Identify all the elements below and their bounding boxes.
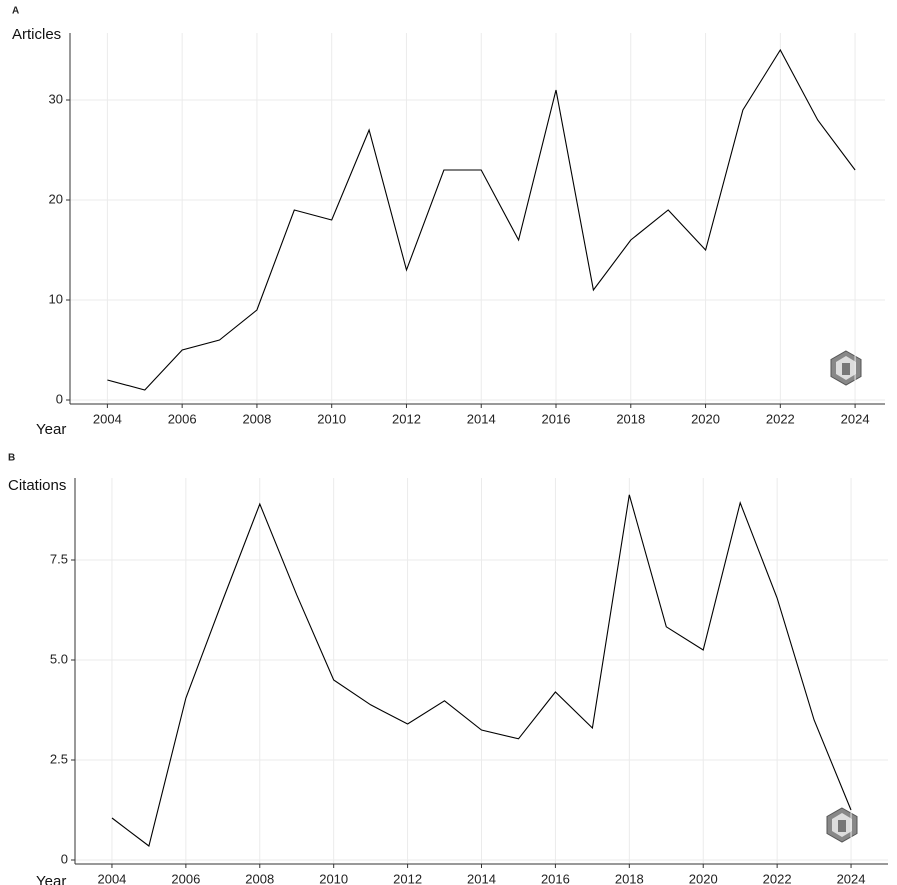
x-tick-label: 2024	[837, 871, 866, 885]
x-axis-title: Year	[36, 421, 66, 438]
x-tick-label: 2012	[392, 411, 421, 426]
x-tick-label: 2010	[317, 411, 346, 426]
y-tick-label: 5.0	[50, 651, 68, 666]
x-axis-title: Year	[36, 873, 66, 885]
y-axis-title: Articles	[12, 26, 61, 43]
x-tick-label: 2012	[393, 871, 422, 885]
y-tick-label: 10	[49, 291, 63, 306]
x-tick-label: 2024	[841, 411, 870, 426]
x-tick-label: 2014	[467, 411, 496, 426]
x-tick-label: 2008	[242, 411, 271, 426]
x-tick-label: 2022	[763, 871, 792, 885]
x-tick-label: 2018	[616, 411, 645, 426]
x-tick-label: 2020	[689, 871, 718, 885]
x-tick-label: 2018	[615, 871, 644, 885]
y-tick-label: 0	[56, 391, 63, 406]
panel-label: B	[8, 453, 15, 464]
y-tick-label: 2.5	[50, 751, 68, 766]
y-tick-label: 7.5	[50, 551, 68, 566]
x-tick-label: 2006	[168, 411, 197, 426]
panel-label: A	[12, 6, 19, 17]
y-axis-title: Citations	[8, 477, 66, 494]
x-tick-label: 2020	[691, 411, 720, 426]
y-tick-label: 30	[49, 91, 63, 106]
x-tick-label: 2022	[766, 411, 795, 426]
x-tick-label: 2004	[93, 411, 122, 426]
x-tick-label: 2004	[97, 871, 126, 885]
data-line	[111, 494, 852, 847]
y-tick-label: 0	[61, 851, 68, 866]
x-tick-label: 2010	[319, 871, 348, 885]
x-tick-label: 2016	[542, 411, 571, 426]
x-tick-label: 2006	[171, 871, 200, 885]
y-tick-label: 20	[49, 191, 63, 206]
x-tick-label: 2016	[541, 871, 570, 885]
logo	[830, 350, 862, 386]
x-tick-label: 2008	[245, 871, 274, 885]
x-tick-label: 2014	[467, 871, 496, 885]
data-line	[107, 48, 856, 391]
logo	[826, 807, 858, 843]
